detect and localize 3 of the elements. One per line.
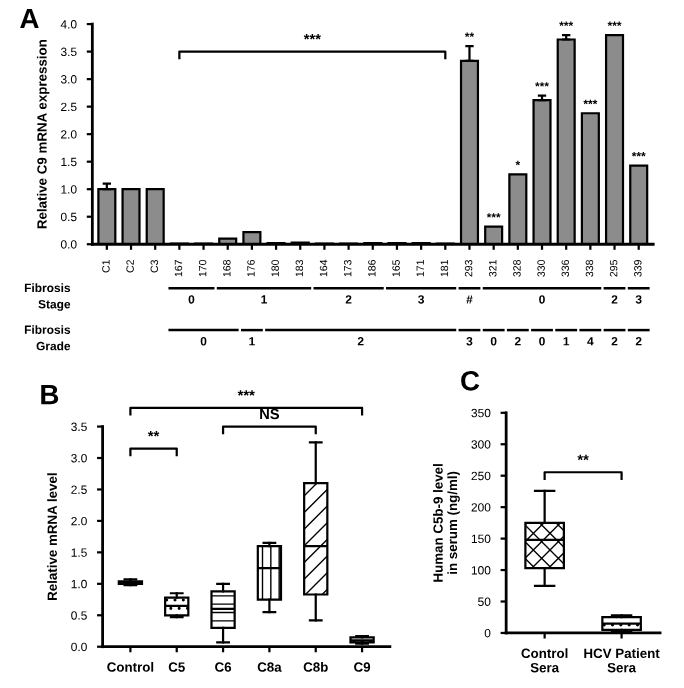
chart-title: C bbox=[461, 370, 480, 391]
chart-title: B bbox=[41, 385, 59, 405]
chart-title: A bbox=[20, 8, 39, 29]
